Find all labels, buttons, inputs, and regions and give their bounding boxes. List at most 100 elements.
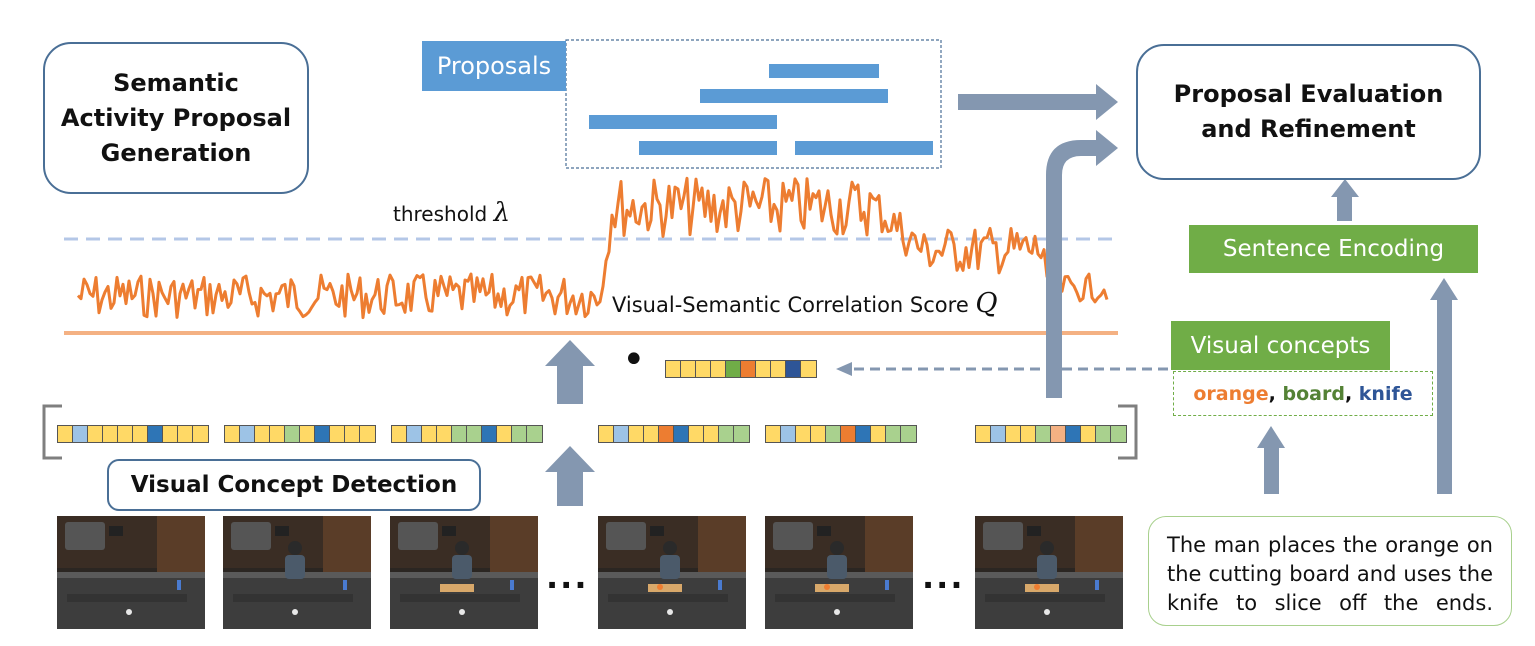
vector-cell [422, 426, 437, 442]
vector-cell [796, 426, 811, 442]
encoding-to-evaluation-arrow [1331, 179, 1359, 221]
vector-cell [193, 426, 208, 442]
concept-vector [57, 425, 209, 443]
concept-orange: orange [1193, 382, 1269, 405]
concept-separator: , [1268, 382, 1283, 405]
concepts-to-query-arrow [836, 362, 1168, 376]
vector-cell [659, 426, 674, 442]
concept-words-box: orange , board , knife [1173, 371, 1433, 416]
vector-cell [674, 426, 689, 442]
semantic-line-3: Generation [100, 138, 252, 167]
vector-cell [644, 426, 659, 442]
threshold-symbol: λ [493, 198, 511, 228]
vector-cell [285, 426, 300, 442]
concept-vector [598, 425, 750, 443]
vector-cell [300, 426, 315, 442]
query-sentence: The man places the orange on the cutting… [1167, 533, 1493, 615]
concept-knife: knife [1358, 382, 1413, 405]
vector-cell [826, 426, 841, 442]
vector-cell [681, 361, 696, 377]
vector-cell [1066, 426, 1081, 442]
vector-cell [527, 426, 542, 442]
proposal-bar [700, 89, 888, 103]
vector-cell [163, 426, 178, 442]
evaluation-box: Proposal Evaluation and Refinement [1136, 44, 1481, 180]
visual-concepts-tag: Visual concepts [1171, 321, 1390, 370]
evaluation-line-2: and Refinement [1201, 115, 1416, 143]
proposal-bar [769, 64, 879, 78]
vector-cell [771, 361, 786, 377]
score-text: Visual-Semantic Correlation Score [612, 293, 969, 317]
score-symbol: Q [975, 288, 998, 319]
vector-cell [689, 426, 704, 442]
vector-cell [734, 426, 749, 442]
concept-separator: , [1344, 382, 1359, 405]
vector-cell [225, 426, 240, 442]
vector-cell [801, 361, 816, 377]
proposals-to-evaluation-arrow [958, 84, 1118, 120]
vector-cell [178, 426, 193, 442]
vector-cell [856, 426, 871, 442]
vector-cell [766, 426, 781, 442]
threshold-label: threshold λ [393, 198, 510, 228]
vector-cell [360, 426, 375, 442]
video-frame [57, 516, 205, 629]
vector-cell [1036, 426, 1051, 442]
vector-cell [512, 426, 527, 442]
vector-cell [786, 361, 801, 377]
video-frame [598, 516, 746, 629]
concept-vector [391, 425, 543, 443]
vector-cell [437, 426, 452, 442]
vector-cell [841, 426, 856, 442]
vector-cell [315, 426, 330, 442]
vector-cell [255, 426, 270, 442]
vector-cell [58, 426, 73, 442]
sentence-to-concepts-arrow [1257, 426, 1285, 494]
vector-cell [482, 426, 497, 442]
evaluation-line-1: Proposal Evaluation [1173, 80, 1444, 108]
vectors-to-score-arrow [545, 340, 595, 404]
concept-vector [224, 425, 376, 443]
vectors-left-bracket [42, 404, 62, 460]
proposals-frame [565, 39, 942, 169]
vector-cell [599, 426, 614, 442]
vector-cell [407, 426, 422, 442]
concept-vector [975, 425, 1127, 443]
sentence-to-encoding-arrow [1430, 278, 1458, 494]
proposal-bar [639, 141, 777, 155]
vector-cell [886, 426, 901, 442]
vector-cell [614, 426, 629, 442]
vector-cell [330, 426, 345, 442]
query-concept-vector [665, 360, 817, 378]
video-frame [765, 516, 913, 629]
vector-cell [1006, 426, 1021, 442]
vectors-right-bracket [1118, 404, 1138, 460]
vector-cell [1021, 426, 1036, 442]
proposal-bar [795, 141, 933, 155]
vector-cell [118, 426, 133, 442]
vector-cell [103, 426, 118, 442]
vector-cell [726, 361, 741, 377]
concept-board: board [1282, 382, 1345, 405]
vector-cell [756, 361, 771, 377]
vector-cell [148, 426, 163, 442]
query-sentence-box: The man places the orange on the cutting… [1148, 516, 1512, 626]
vector-cell [1096, 426, 1111, 442]
proposals-tag: Proposals [422, 41, 566, 91]
frames-to-vectors-arrow [545, 446, 595, 506]
semantic-line-1: Semantic [113, 68, 239, 97]
vector-cell [452, 426, 467, 442]
visual-concept-detection-box: Visual Concept Detection [107, 459, 481, 511]
vector-cell [781, 426, 796, 442]
vector-cell [901, 426, 916, 442]
score-label: Visual-Semantic Correlation Score Q [612, 288, 998, 319]
vector-cell [467, 426, 482, 442]
frames-ellipsis: ... [922, 558, 965, 596]
concept-vector [765, 425, 917, 443]
vector-cell [345, 426, 360, 442]
frames-to-evaluation-arrow [1046, 130, 1118, 398]
vector-cell [1081, 426, 1096, 442]
video-frame [223, 516, 371, 629]
vector-cell [719, 426, 734, 442]
